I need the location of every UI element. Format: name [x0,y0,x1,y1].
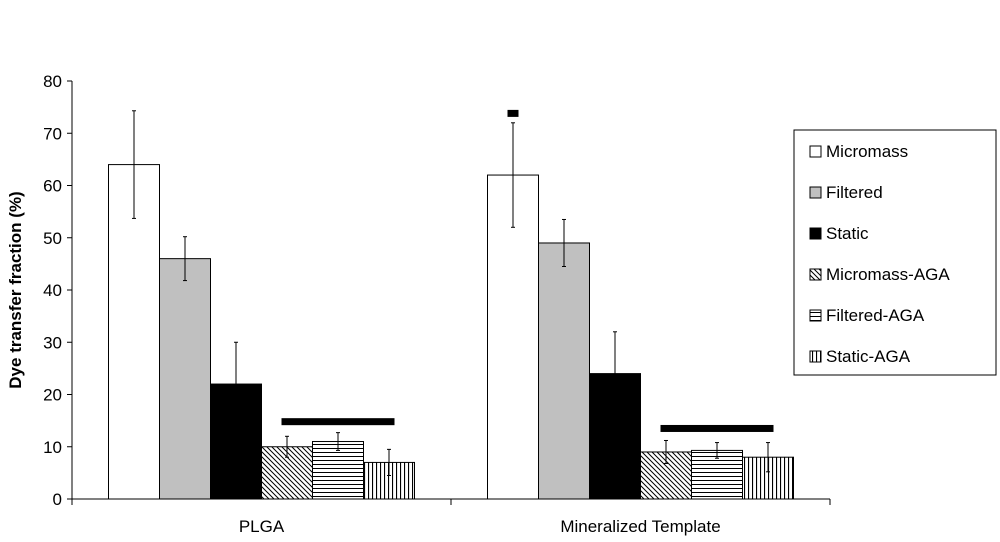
bar [538,242,590,500]
x-tick-label: PLGA [239,517,285,536]
legend-swatch [809,145,822,158]
significance-bars [281,109,774,432]
legend-box [793,129,997,376]
y-tick-label: 40 [43,281,62,300]
significance-bar [281,418,395,426]
y-tick-label: 50 [43,229,62,248]
legend-label: Filtered [826,183,883,202]
y-tick-label: 20 [43,386,62,405]
y-tick-label: 10 [43,438,62,457]
y-axis-label: Dye transfer fraction (%) [6,191,25,388]
legend-swatch [809,268,822,281]
legend-swatch [809,186,822,199]
error-bars [132,110,770,476]
legend-swatch [809,227,822,240]
x-axis: PLGA Mineralized Template [71,498,831,536]
significance-bar [660,424,774,432]
legend-label: Static-AGA [826,347,911,366]
bars [108,164,794,500]
legend-label: Micromass-AGA [826,265,950,284]
x-tick-label: Mineralized Template [560,517,720,536]
y-tick-label: 0 [53,490,62,509]
legend: Micromass Filtered Static Micromass-AGA Filt… [793,129,997,376]
y-tick-label: 30 [43,333,62,352]
significance-bar [507,109,519,117]
y-tick-label: 60 [43,177,62,196]
legend-swatch [809,309,822,322]
y-axis: 0 10 20 30 40 50 60 70 80 [43,72,73,509]
bar [312,441,364,500]
legend-label: Filtered-AGA [826,306,925,325]
y-tick-label: 80 [43,72,62,91]
y-tick-label: 70 [43,124,62,143]
legend-swatch [809,350,822,363]
bar [159,258,211,500]
legend-label: Static [826,224,869,243]
legend-label: Micromass [826,142,908,161]
